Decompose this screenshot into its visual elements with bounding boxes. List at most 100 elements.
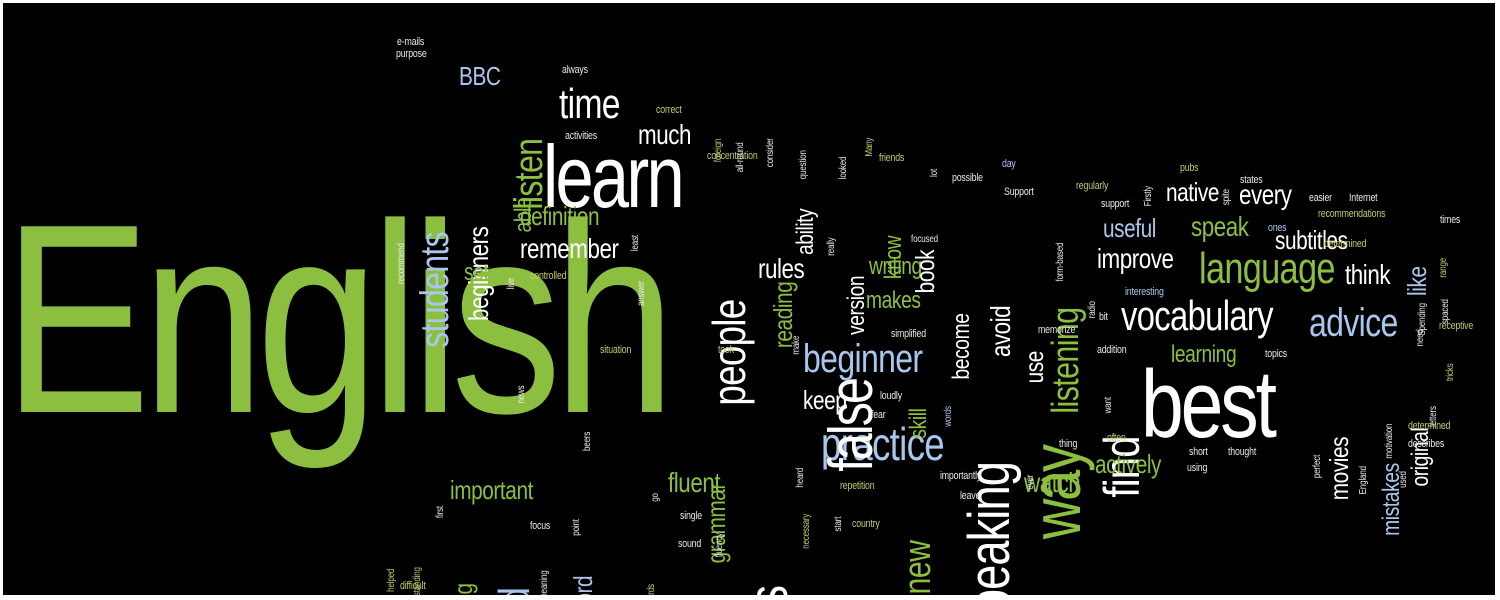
cloud-word: states: [1240, 174, 1263, 186]
cloud-word: fluent: [668, 467, 721, 498]
cloud-word: advice: [1309, 301, 1398, 345]
cloud-word: focused: [911, 234, 938, 245]
cloud-word: support: [1101, 198, 1130, 210]
cloud-word: always: [562, 64, 588, 76]
cloud-word: took: [718, 344, 734, 356]
cloud-word: spite: [1221, 189, 1232, 206]
cloud-word: fear: [871, 409, 886, 421]
cloud-word: topics: [1265, 348, 1287, 360]
cloud-word: important: [450, 475, 533, 505]
cloud-word: become: [948, 313, 975, 380]
cloud-word: Internet: [1349, 192, 1378, 204]
cloud-word: know: [880, 235, 907, 280]
cloud-word: determined: [1324, 238, 1367, 250]
cloud-word: rules: [758, 253, 805, 284]
cloud-word: fluency: [714, 533, 725, 558]
cloud-word: writing: [869, 253, 922, 280]
cloud-word: read: [490, 588, 539, 595]
cloud-word: ones: [1268, 222, 1287, 234]
cloud-word: single: [680, 510, 702, 522]
cloud-word: describes: [1408, 438, 1445, 450]
cloud-word: lot: [929, 168, 940, 177]
cloud-word: focus: [530, 520, 551, 532]
cloud-word: English: [3, 169, 676, 470]
cloud-word: leave: [960, 490, 981, 502]
cloud-word: often: [1107, 432, 1126, 444]
cloud-word: easier: [1309, 192, 1332, 204]
cloud-word: Support: [1004, 186, 1034, 198]
cloud-word: native: [1166, 177, 1220, 207]
cloud-word: Firstly: [1143, 186, 1154, 207]
cloud-word: improve: [1097, 243, 1174, 274]
cloud-word: words: [943, 406, 954, 427]
cloud-word: thought: [1228, 446, 1257, 458]
cloud-word: situation: [600, 344, 632, 356]
cloud-word: keep: [803, 385, 847, 415]
cloud-word: go: [650, 493, 661, 502]
cloud-word: really: [826, 237, 837, 256]
cloud-word: day: [1002, 158, 1016, 170]
cloud-word: think: [1345, 259, 1391, 290]
cloud-word: recommend: [396, 243, 407, 284]
cloud-word: possible: [952, 172, 983, 184]
cloud-word: interesting: [1125, 286, 1164, 298]
cloud-word: Afterwards: [646, 584, 657, 595]
cloud-word: motivation: [1384, 423, 1395, 459]
cloud-word: beers: [582, 431, 593, 452]
cloud-word: foreign: [713, 138, 724, 163]
cloud-word: question: [798, 150, 809, 180]
cloud-word: useful: [1103, 213, 1157, 243]
cloud-word: every: [1239, 179, 1292, 210]
cloud-word: used: [1398, 471, 1409, 488]
cloud-word: answer: [636, 281, 647, 307]
cloud-word: recommendations: [1318, 208, 1386, 220]
cloud-word: least: [630, 235, 641, 252]
cloud-word: simplified: [891, 328, 926, 340]
cloud-word: concentration: [707, 150, 758, 162]
cloud-word: learning: [1171, 341, 1237, 368]
cloud-word: all-round: [735, 142, 746, 173]
cloud-word: activities: [565, 130, 597, 142]
cloud-word: loudly: [880, 390, 902, 402]
cloud-word: importantly: [940, 470, 982, 482]
cloud-word: want: [1103, 397, 1114, 414]
cloud-word: original: [1407, 427, 1434, 487]
cloud-word: country: [852, 518, 880, 530]
cloud-word: new: [897, 540, 939, 595]
cloud-word: thing: [1059, 438, 1078, 450]
cloud-word: practice: [821, 418, 945, 470]
cloud-word: heard: [795, 467, 806, 488]
cloud-word: avoid: [985, 305, 1016, 358]
cloud-word: using: [1187, 462, 1208, 474]
cloud-word: sound: [678, 538, 702, 550]
cloud-word: radio: [1087, 301, 1098, 319]
cloud-word: subtitles: [1275, 225, 1348, 255]
cloud-word: need: [1415, 329, 1426, 347]
cloud-word: consider: [765, 138, 776, 168]
cloud-word: word: [568, 576, 598, 595]
cloud-word: tricks: [1445, 363, 1456, 382]
cloud-word: times: [1440, 214, 1461, 226]
cloud-word: language: [1199, 244, 1335, 293]
cloud-word: correct: [656, 104, 682, 116]
cloud-word: first: [435, 506, 446, 519]
cloud-word: memorize: [1038, 324, 1076, 336]
cloud-word: able: [510, 197, 537, 233]
cloud-word: book: [910, 249, 940, 294]
cloud-word: repetition: [840, 480, 875, 492]
cloud-word: short: [1189, 446, 1208, 458]
cloud-word: England: [1358, 466, 1369, 495]
cloud-word: perfect: [1312, 454, 1323, 479]
cloud-word: like: [1402, 266, 1432, 296]
cloud-word: range: [1438, 257, 1449, 278]
cloud-word: skills: [736, 586, 799, 595]
cloud-word: skill: [905, 408, 932, 439]
cloud-word: determined: [1408, 420, 1451, 432]
cloud-word: news: [516, 385, 527, 404]
cloud-word: regularly: [1076, 180, 1109, 192]
cloud-word: helped: [386, 568, 397, 592]
cloud-word: necessary: [801, 513, 812, 549]
cloud-word: ever: [1025, 474, 1036, 490]
cloud-word: set: [464, 259, 489, 286]
cloud-word: learn: [543, 127, 685, 226]
